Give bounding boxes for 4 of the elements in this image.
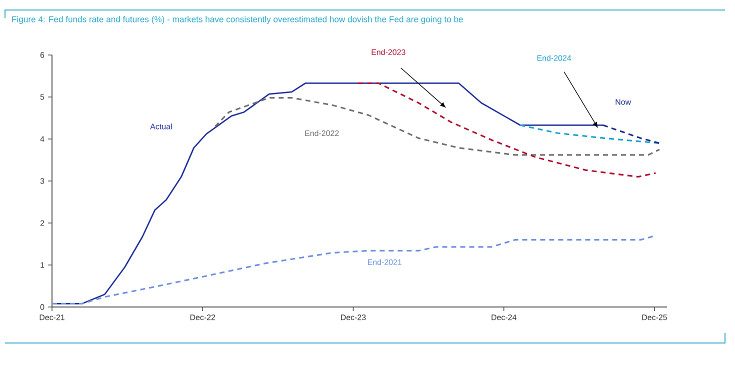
chart-title: Figure 4: Fed funds rate and futures (%) - markets have consistently overestimated how dovish the Fed are going to be [12, 16, 463, 24]
line-series [357, 82, 657, 178]
line-series [214, 97, 660, 156]
line-series [519, 124, 660, 144]
